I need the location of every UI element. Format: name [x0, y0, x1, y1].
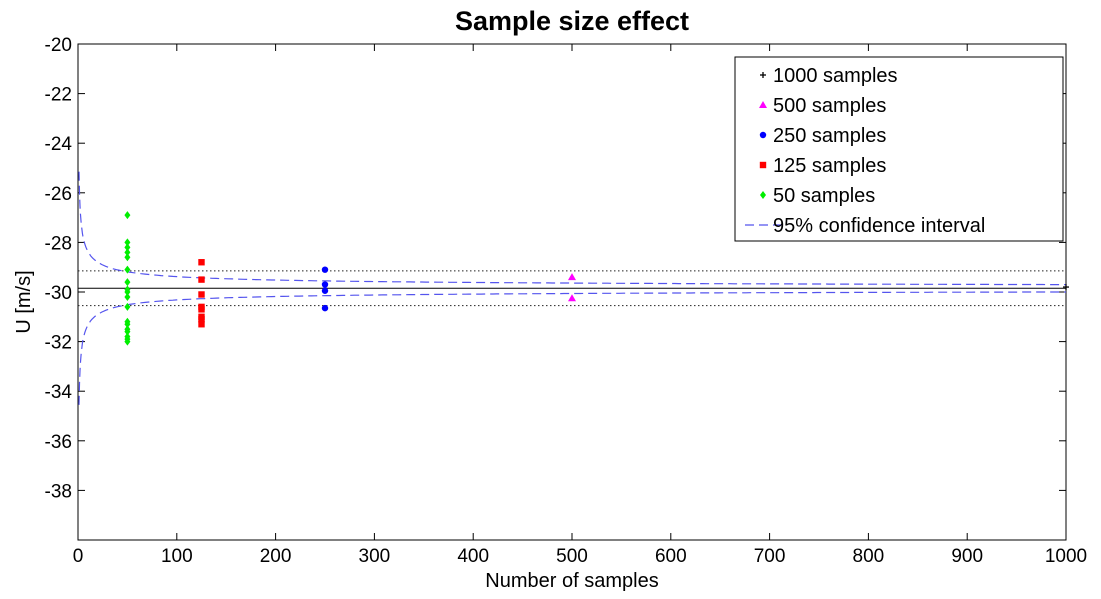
data-point: [124, 265, 131, 274]
legend-swatch: [760, 72, 766, 78]
confidence-interval-lower: [78, 291, 1066, 405]
data-point: [321, 304, 329, 312]
x-axis-label: Number of samples: [485, 570, 658, 592]
data-point: [198, 316, 205, 323]
chart-title: Sample size effect: [455, 6, 689, 36]
legend-swatch: [759, 161, 767, 169]
legend-swatch: [759, 131, 767, 139]
data-point: [198, 276, 205, 283]
plot-content: [78, 171, 1066, 405]
data-point: [124, 278, 131, 287]
y-tick-label: -30: [45, 283, 72, 304]
data-point: [124, 337, 131, 346]
data-point: [198, 259, 205, 266]
legend-label: 250 samples: [773, 125, 886, 147]
data-point: [124, 243, 131, 252]
data-point: [568, 294, 576, 302]
y-tick-label: -32: [45, 333, 72, 354]
x-tick-label: 700: [754, 546, 786, 567]
x-tick-label: 1000: [1045, 546, 1087, 567]
x-tick-label: 600: [655, 546, 687, 567]
data-point: [124, 253, 131, 262]
y-axis-label: U [m/s]: [13, 270, 35, 333]
data-point: [568, 273, 576, 281]
legend-label: 125 samples: [773, 155, 886, 177]
y-tick-label: -22: [45, 85, 72, 106]
y-tick-label: -20: [45, 35, 72, 56]
data-point: [198, 306, 205, 313]
x-tick-label: 200: [260, 546, 292, 567]
y-tick-label: -24: [45, 134, 73, 155]
x-tick-label: 400: [457, 546, 489, 567]
data-point: [124, 292, 131, 301]
legend-label: 95% confidence interval: [773, 215, 985, 237]
data-point: [124, 288, 131, 296]
legend-label: 50 samples: [773, 185, 875, 207]
data-point: [124, 302, 131, 311]
x-tick-label: 500: [556, 546, 588, 567]
legend: 1000 samples 500 samples 250 samples 125 sa…: [734, 56, 1064, 242]
data-point: [124, 211, 131, 220]
y-tick-label: -38: [45, 481, 72, 502]
data-point: [198, 321, 205, 328]
data-point: [124, 248, 131, 257]
legend-box: [734, 56, 1064, 242]
data-point: [198, 291, 205, 298]
data-point: [1063, 284, 1069, 291]
y-tick-label: -34: [45, 382, 73, 403]
y-tick-label: -36: [45, 432, 72, 453]
plot-area: 0 100 200 300 400 500 600 700 800 900 1000 -20 -22 -2…: [45, 35, 1088, 567]
y-tick-label: -28: [45, 233, 72, 254]
x-tick-label: 800: [853, 546, 885, 567]
data-point: [124, 238, 131, 247]
legend-swatch: [760, 191, 766, 199]
legend-label: 500 samples: [773, 95, 886, 117]
data-point: [321, 287, 329, 294]
data-point: [124, 327, 131, 336]
y-tick-label: -26: [45, 184, 72, 205]
x-tick-label: 0: [73, 546, 84, 567]
data-point: [321, 281, 329, 288]
data-point: [124, 320, 131, 329]
confidence-interval-upper: [78, 171, 1066, 286]
x-tick-label: 300: [359, 546, 391, 567]
legend-swatch: [759, 101, 767, 108]
x-tick-label: 100: [161, 546, 193, 567]
data-point: [321, 266, 329, 273]
x-tick-label: 900: [951, 546, 983, 567]
legend-label: 1000 samples: [773, 65, 898, 87]
